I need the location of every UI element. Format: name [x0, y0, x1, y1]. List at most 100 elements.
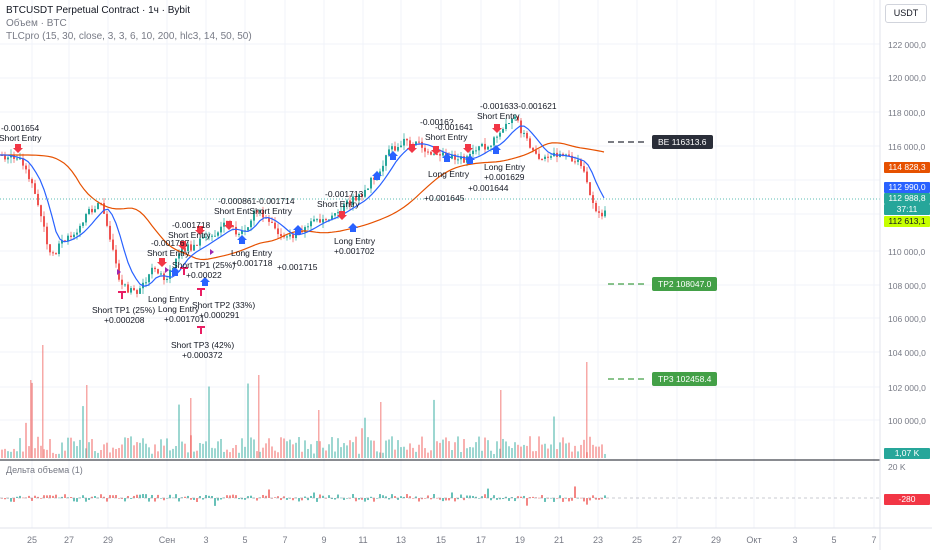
volume-bar [583, 439, 585, 458]
candle-body [61, 240, 63, 244]
volume-bar [193, 451, 195, 458]
x-axis-label: 5 [242, 535, 248, 545]
volume-bar [154, 444, 156, 458]
currency-button[interactable]: USDT [885, 4, 927, 23]
delta-bar [37, 496, 39, 498]
candle-body [247, 227, 249, 231]
delta-bar [196, 498, 198, 502]
x-axis-label: 25 [26, 535, 38, 545]
volume-delta-title[interactable]: Дельта объема (1) [6, 465, 83, 475]
volume-bar [328, 444, 330, 458]
trade-label: Short Entry [0, 133, 42, 143]
delta-bar [229, 495, 231, 498]
y-axis-label: 104 000,0 [888, 348, 926, 358]
volume-bar [271, 446, 273, 458]
volume-bar [580, 444, 582, 458]
candle-body [250, 220, 252, 228]
delta-bar [304, 496, 306, 498]
candle-body [127, 284, 129, 293]
delta-bar [346, 498, 348, 499]
volume-bar [286, 441, 288, 458]
delta-bar [94, 496, 96, 498]
delta-bar [514, 498, 516, 502]
volume-bar [418, 444, 420, 458]
signal-triangle [165, 267, 169, 273]
volume-bar [502, 438, 504, 458]
volume-bar [259, 451, 261, 458]
candle-body [73, 234, 75, 238]
delta-bar [490, 498, 492, 501]
tp-marker [200, 326, 202, 334]
candle-body [4, 155, 6, 160]
candle-body [79, 225, 81, 233]
volume-bar [403, 446, 405, 458]
volume-bar [67, 437, 69, 458]
candle-body [577, 159, 579, 162]
volume-bar [94, 451, 96, 458]
volume-bar [25, 422, 27, 458]
candle-body [157, 269, 159, 274]
candle-body [136, 290, 138, 294]
delta-bar [394, 496, 396, 498]
candle-body [304, 227, 306, 232]
x-axis-label: 11 [358, 535, 368, 545]
volume-bar [433, 399, 435, 458]
candle-body [601, 212, 603, 217]
candle-body [352, 196, 354, 206]
delta-bar [322, 495, 324, 498]
volume-bar [547, 448, 549, 458]
delta-bar [598, 498, 600, 500]
volume-bar [322, 447, 324, 458]
volume-bar [496, 441, 498, 458]
volume-bar [73, 441, 75, 458]
volume-bar [538, 436, 540, 458]
candle-body [49, 244, 51, 253]
candle-body [589, 182, 591, 196]
volume-bar [355, 436, 357, 458]
volume-bar [412, 447, 414, 458]
delta-bar [409, 496, 411, 498]
volume-bar [442, 439, 444, 458]
delta-bar [283, 496, 285, 498]
short-entry-arrow [431, 146, 441, 155]
last-price-tag: 112 988,8 [884, 193, 930, 204]
y-axis-label: 118 000,0 [888, 108, 926, 118]
candle-body [256, 210, 258, 213]
candle-body [424, 147, 426, 152]
short-entry-arrow [178, 241, 188, 250]
symbol-title[interactable]: BTCUSDT Perpetual Contract · 1ч · Bybit [6, 5, 190, 16]
candle-body [166, 278, 168, 281]
signal-triangle [210, 249, 214, 255]
candle-body [604, 210, 606, 217]
volume-bar [10, 451, 12, 458]
trade-label: +0.001718 [232, 258, 273, 268]
delta-bar [277, 496, 279, 498]
delta-bar [529, 497, 531, 498]
volume-bar [226, 449, 228, 458]
candle-body [538, 153, 540, 159]
tlcpro-indicator-title[interactable]: TLCpro (15, 30, close, 3, 3, 6, 10, 200,… [6, 31, 252, 42]
candle-body [325, 219, 327, 221]
delta-bar [397, 498, 399, 500]
candle-body [52, 252, 54, 254]
volume-bar [544, 443, 546, 458]
delta-bar [367, 498, 369, 501]
delta-bar [31, 498, 33, 501]
delta-bar [454, 498, 456, 502]
candle-body [151, 267, 153, 275]
delta-bar [580, 497, 582, 499]
delta-bar [310, 495, 312, 498]
volume-bar [244, 446, 246, 458]
delta-bar [358, 498, 360, 500]
candle-body [217, 232, 219, 236]
candle-body [25, 165, 27, 170]
candle-body [241, 230, 243, 234]
delta-bar [391, 494, 393, 498]
trade-label: -0.001633-0.001621 [480, 101, 557, 111]
delta-bar [76, 498, 78, 502]
volume-indicator-title[interactable]: Объем · BTC [6, 18, 67, 29]
volume-bar [310, 444, 312, 458]
delta-bar [172, 497, 174, 499]
candle-body [115, 249, 117, 264]
